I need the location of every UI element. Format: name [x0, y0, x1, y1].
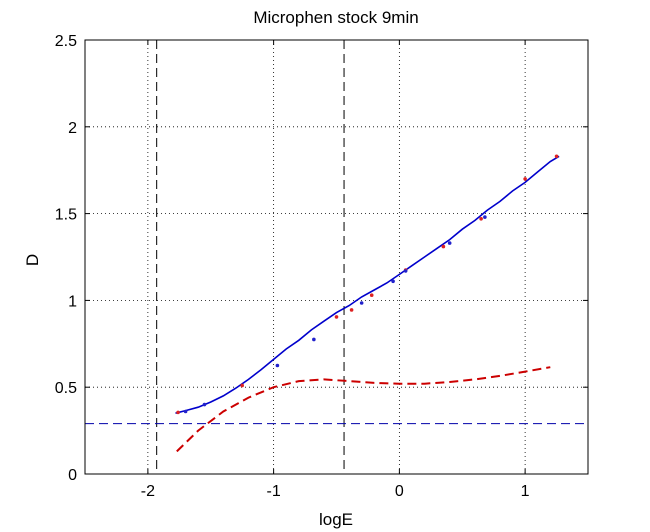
series-line-1 — [176, 366, 551, 453]
plot-area — [85, 40, 588, 474]
y-tick-label-2: 1 — [68, 293, 77, 310]
chart-title: Microphen stock 9min — [253, 8, 418, 27]
data-point-red-3 — [349, 308, 354, 312]
data-point-red-0 — [176, 410, 180, 415]
data-series — [175, 155, 560, 453]
reference-lines — [85, 40, 588, 474]
data-point-blue-8 — [483, 215, 487, 219]
data-point-blue-0 — [183, 409, 188, 414]
data-point-blue-1 — [202, 402, 207, 407]
plot-frame — [84, 39, 589, 475]
y-tick-label-0: 0 — [68, 467, 77, 484]
y-tick-label-5: 2.5 — [55, 33, 77, 50]
data-point-blue-6 — [403, 269, 408, 273]
data-point-red-2 — [334, 315, 339, 319]
grid-lines — [85, 40, 588, 474]
data-point-blue-3 — [312, 337, 316, 342]
y-tick-label-1: 0.5 — [55, 380, 77, 397]
x-tick-label-1: -1 — [267, 483, 281, 500]
data-point-blue-7 — [447, 241, 452, 245]
data-point-red-4 — [369, 293, 374, 297]
data-point-red-6 — [441, 244, 446, 249]
data-point-blue-2 — [275, 363, 280, 368]
data-markers — [176, 154, 559, 415]
y-tick-label-3: 1.5 — [55, 207, 77, 224]
y-axis-label: D — [23, 254, 42, 266]
x-tick-label-3: 1 — [521, 483, 530, 500]
data-point-red-7 — [479, 217, 483, 221]
x-tick-label-0: -2 — [141, 483, 155, 500]
axis-ticks: -2 -1 0 1 0 0.5 1 1.5 2 2.5 — [55, 33, 588, 500]
x-axis-label: logE — [319, 510, 353, 529]
series-line-0 — [175, 155, 560, 414]
x-tick-label-2: 0 — [395, 483, 404, 500]
data-point-blue-4 — [359, 301, 364, 305]
data-point-red-1 — [240, 383, 244, 388]
data-point-blue-5 — [391, 279, 395, 284]
data-point-red-8 — [523, 177, 527, 181]
data-point-red-9 — [554, 154, 559, 159]
y-tick-label-4: 2 — [68, 120, 77, 137]
